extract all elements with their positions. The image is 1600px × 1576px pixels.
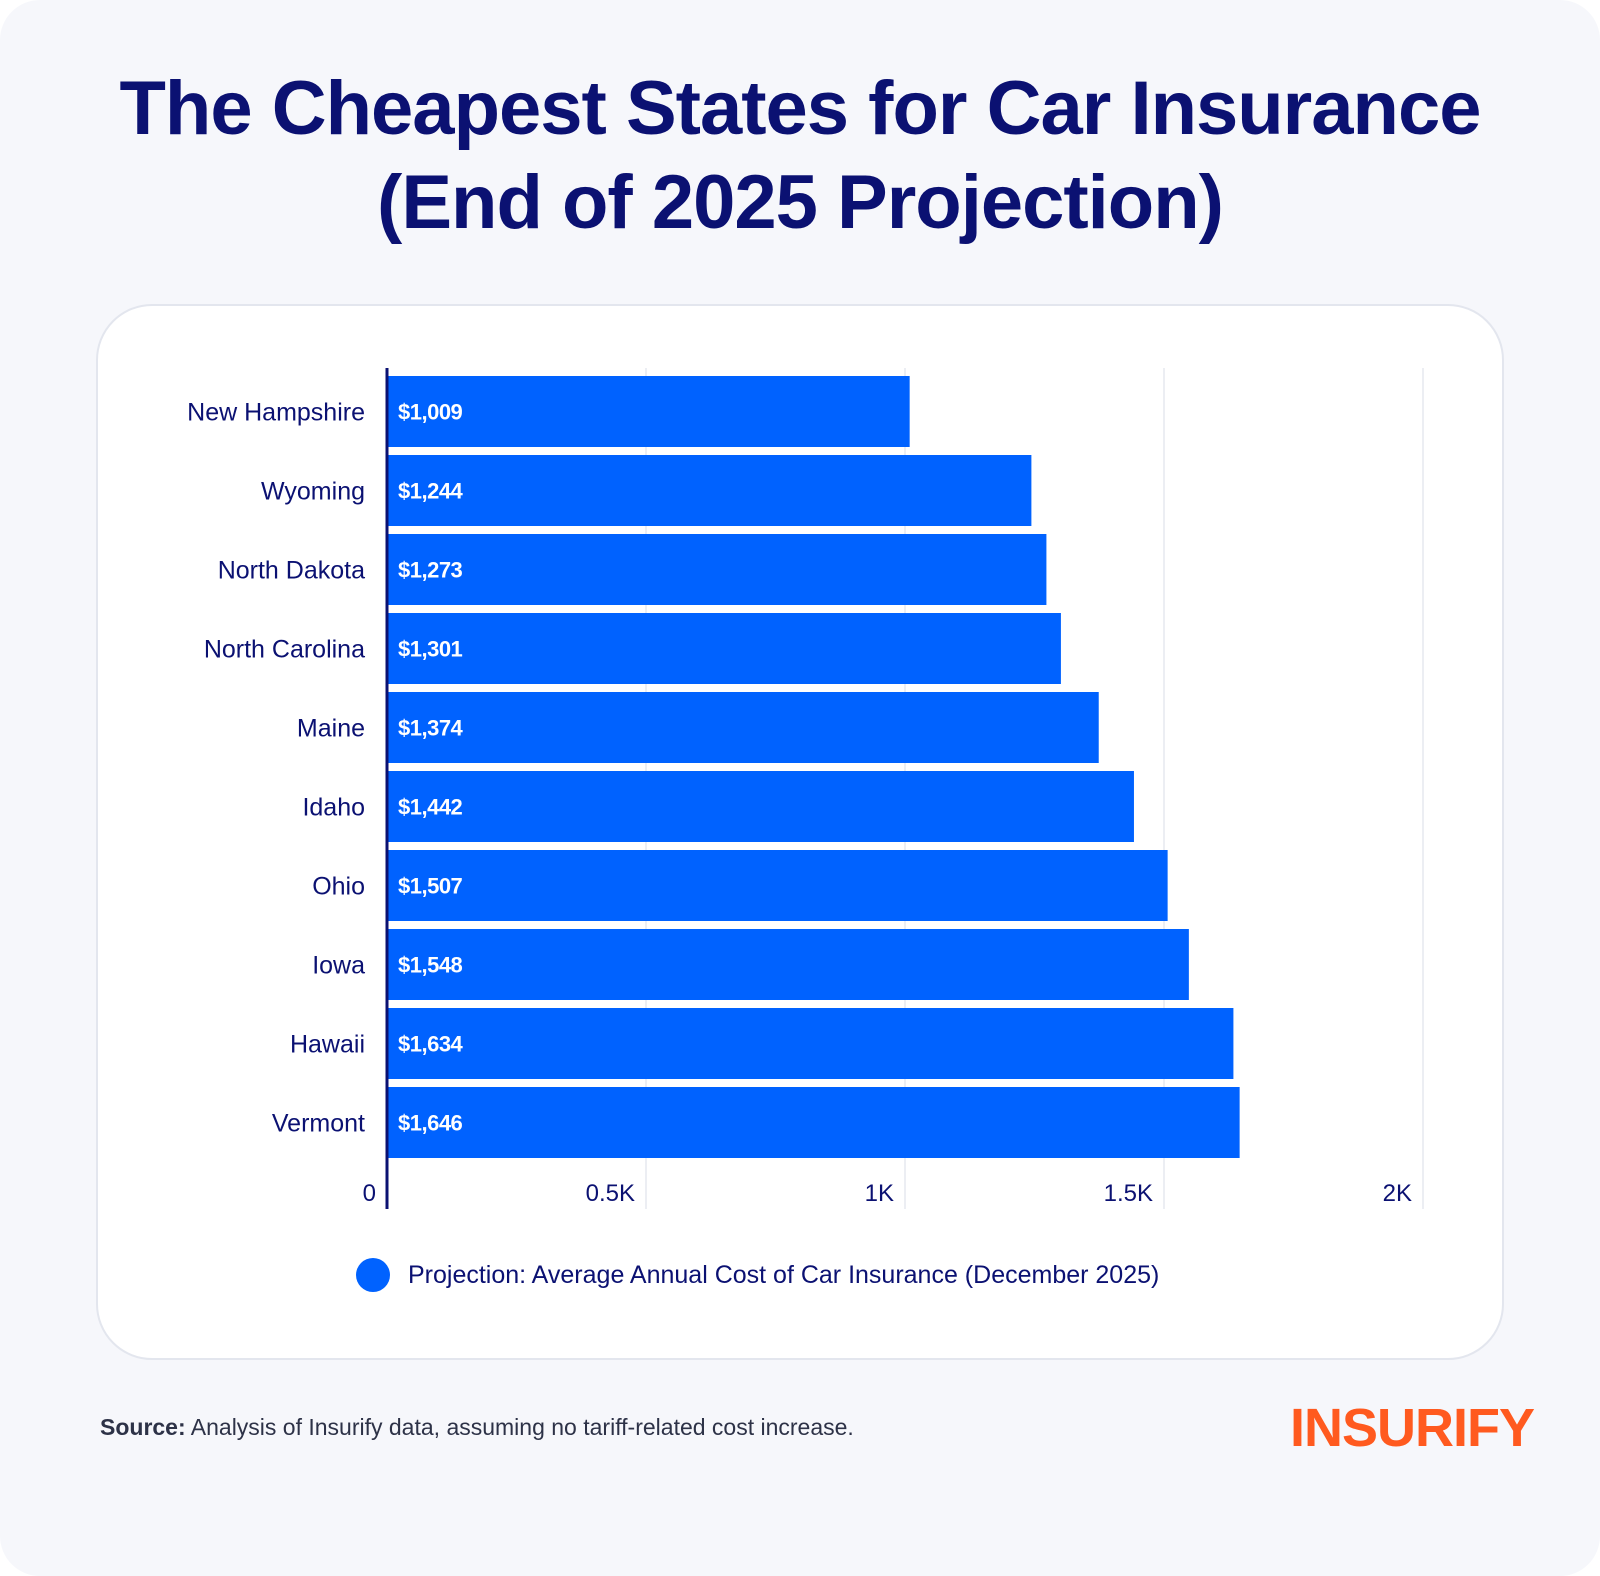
- category-label: Idaho: [302, 794, 365, 822]
- category-label: Maine: [297, 715, 365, 743]
- bar-data-label: $1,646: [398, 1111, 463, 1136]
- x-tick-label: 2K: [1383, 1180, 1412, 1207]
- category-label: Ohio: [312, 873, 365, 901]
- legend: Projection: Average Annual Cost of Car I…: [356, 1258, 1159, 1292]
- x-tick-label: 0.5K: [586, 1180, 635, 1207]
- legend-swatch: [356, 1258, 390, 1292]
- chart-title: The Cheapest States for Car Insurance (E…: [0, 62, 1600, 250]
- x-tick-label: 0: [363, 1180, 376, 1207]
- bar-data-label: $1,442: [398, 795, 463, 820]
- category-label: North Carolina: [204, 636, 365, 664]
- bar: [387, 455, 1032, 526]
- bar-data-label: $1,548: [398, 953, 463, 978]
- bar-data-label: $1,273: [398, 558, 463, 583]
- x-tick-label: 1.5K: [1104, 1180, 1153, 1207]
- category-label: North Dakota: [218, 557, 365, 585]
- bar: [387, 692, 1099, 763]
- category-label: New Hampshire: [187, 399, 365, 427]
- bar: [387, 376, 910, 447]
- category-label: Vermont: [272, 1110, 365, 1138]
- chart-title-line-1: The Cheapest States for Car Insurance: [119, 66, 1482, 151]
- source-label: Source:: [100, 1414, 186, 1440]
- bar-data-label: $1,244: [398, 479, 464, 504]
- x-tick-label: 1K: [865, 1180, 894, 1207]
- legend-label: Projection: Average Annual Cost of Car I…: [408, 1260, 1160, 1289]
- bar: [387, 850, 1168, 921]
- bar-data-label: $1,374: [398, 716, 464, 741]
- bar: [387, 1087, 1240, 1158]
- bar-data-label: $1,634: [398, 1032, 464, 1057]
- chart-title-line-2: (End of 2025 Projection): [377, 160, 1224, 245]
- source-note: Source: Analysis of Insurify data, assum…: [100, 1414, 854, 1441]
- insurify-logo: INSURIFY: [1290, 1398, 1535, 1458]
- bar-data-label: $1,009: [398, 400, 463, 425]
- bar: [387, 613, 1061, 684]
- bar: [387, 534, 1047, 605]
- category-label: Iowa: [312, 952, 365, 980]
- bar-data-label: $1,301: [398, 637, 463, 662]
- bar-data-label: $1,507: [398, 874, 463, 899]
- bar: [387, 929, 1189, 1000]
- bar: [387, 771, 1134, 842]
- source-text: Analysis of Insurify data, assuming no t…: [190, 1414, 854, 1440]
- category-label: Hawaii: [290, 1031, 365, 1059]
- category-label: Wyoming: [261, 478, 365, 506]
- bar: [387, 1008, 1234, 1079]
